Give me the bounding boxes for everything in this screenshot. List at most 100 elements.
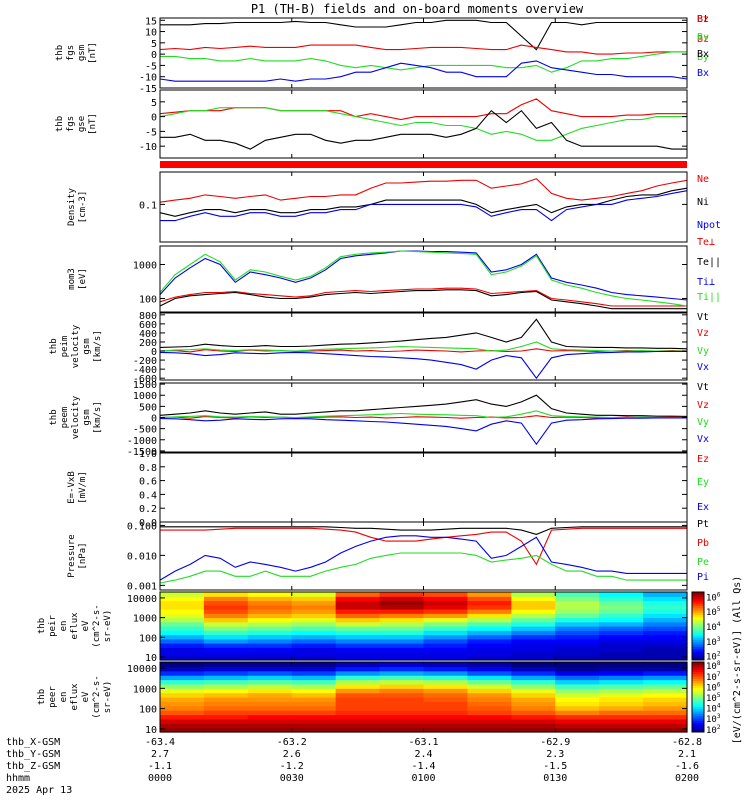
y-axis-label: velocity [71,395,81,439]
panel-plot-area [160,453,687,522]
spectrogram-cell [203,592,249,597]
colorbar-swatch [692,626,704,629]
y-tick-label: -15 [139,84,157,95]
spectrogram-cell [643,679,688,685]
colorbar-swatch [692,671,704,675]
y-tick-label: 1000 [133,260,157,271]
spectrogram-cell [423,613,469,619]
spectrogram-cell [643,651,688,657]
y-tick-label: 500 [139,402,157,413]
spectrogram-cell [203,675,249,681]
spectrogram-cell [247,714,293,720]
spectrogram-cell [467,723,512,729]
colorbar-swatch [692,720,704,724]
spectrogram-cell [467,666,512,672]
spectrogram-cell [379,643,425,648]
spectrogram-cell [467,596,512,602]
spectrogram-cell [379,710,425,716]
y-tick-label: 0.0 [139,518,157,529]
colorbar-swatch [692,605,704,609]
spectrogram-cell [379,626,425,631]
spectrogram-cell [599,662,644,667]
spectrogram-cell [511,655,556,661]
spectrogram-cell [643,634,688,640]
colorbar-swatch [692,623,704,627]
legend-label: Bz [697,14,709,25]
spectrogram-cell [599,651,644,657]
spectrogram-cell [379,655,425,661]
spectrogram-cell [423,662,469,667]
y-axis-label: (cm^2-s- [92,675,102,718]
colorbar-swatch [692,610,704,613]
spectrogram-cell [643,727,688,733]
legend-label: Pb [697,538,709,549]
series-line-Ti⊥ [159,250,688,301]
spectrogram-cell [423,675,469,681]
spectrogram-cell [555,697,600,702]
colorbar-swatch [692,680,704,684]
series-line-Ti|| [159,250,688,307]
panel-plot-area [160,172,687,242]
spectrogram-cell [291,604,337,610]
spectrogram-cell [423,692,469,698]
spectrogram-cell [203,609,249,614]
spectrogram-cell [555,630,600,636]
y-tick-label: 10 [145,653,157,664]
spectrogram-cell [203,697,249,702]
series-line-Vx [159,350,687,380]
time-axis-value: 2.6 [283,749,301,760]
spectrogram-cell [291,675,337,681]
spectrogram-cell [423,710,469,716]
spectrogram-cell [160,592,205,597]
spectrogram-cell [643,617,688,623]
spectrogram-cell [247,647,293,653]
spectrogram-cell [511,662,556,667]
spectrogram-cell [467,701,512,707]
spectrogram-cell [643,643,688,648]
spectrogram-cell [379,613,425,619]
spectrogram-cell [643,675,688,681]
spectrogram-cell [423,621,469,627]
y-tick-label: 100 [139,705,157,716]
spectrogram-cell [291,714,337,720]
y-axis-label: velocity [71,324,81,368]
spectrogram-cell [423,723,469,729]
spectrogram-cell [379,688,425,694]
y-tick-label: 0.6 [139,477,157,488]
colorbar-swatch [692,619,704,622]
spectrogram-cell [379,596,425,602]
spectrogram-cell [379,592,425,597]
spectrogram-cell [291,679,337,685]
spectrogram-cell [467,710,512,716]
spectrogram-cell [379,692,425,698]
y-axis-label: [nT] [88,113,98,135]
spectrogram-cell [599,592,644,597]
spectrogram-cell [423,604,469,610]
spectrogram-cell [511,670,556,676]
time-axis-value: -1.4 [411,761,435,772]
spectrogram-cell [203,643,249,648]
colorbar-swatch [692,727,704,731]
spectrogram-cell [379,723,425,729]
spectrogram-cell [203,666,249,672]
spectrogram-cell [423,630,469,636]
spectrogram-cell [379,651,425,657]
colorbar-swatch [692,697,704,700]
spectrogram-cell [379,630,425,636]
spectrogram-cell [555,710,600,716]
y-tick-label: 10000 [127,594,157,605]
spectrogram-cell [511,651,556,657]
spectrogram-cell [599,701,644,707]
colorbar-frame [691,591,705,661]
spectrogram-cell [467,692,512,698]
time-axis-row-label: thb_Y-GSM [6,749,60,760]
spectrogram-cell [555,718,600,724]
colorbar-swatch [692,673,704,677]
spectrogram-cell [247,692,293,698]
spectrogram-cell [555,714,600,720]
y-tick-label: 800 [139,311,157,322]
spectrogram-cell [555,688,600,694]
spectrogram-cell [160,621,205,627]
y-axis-label: eV [81,620,91,631]
spectrogram-cell [643,670,688,676]
